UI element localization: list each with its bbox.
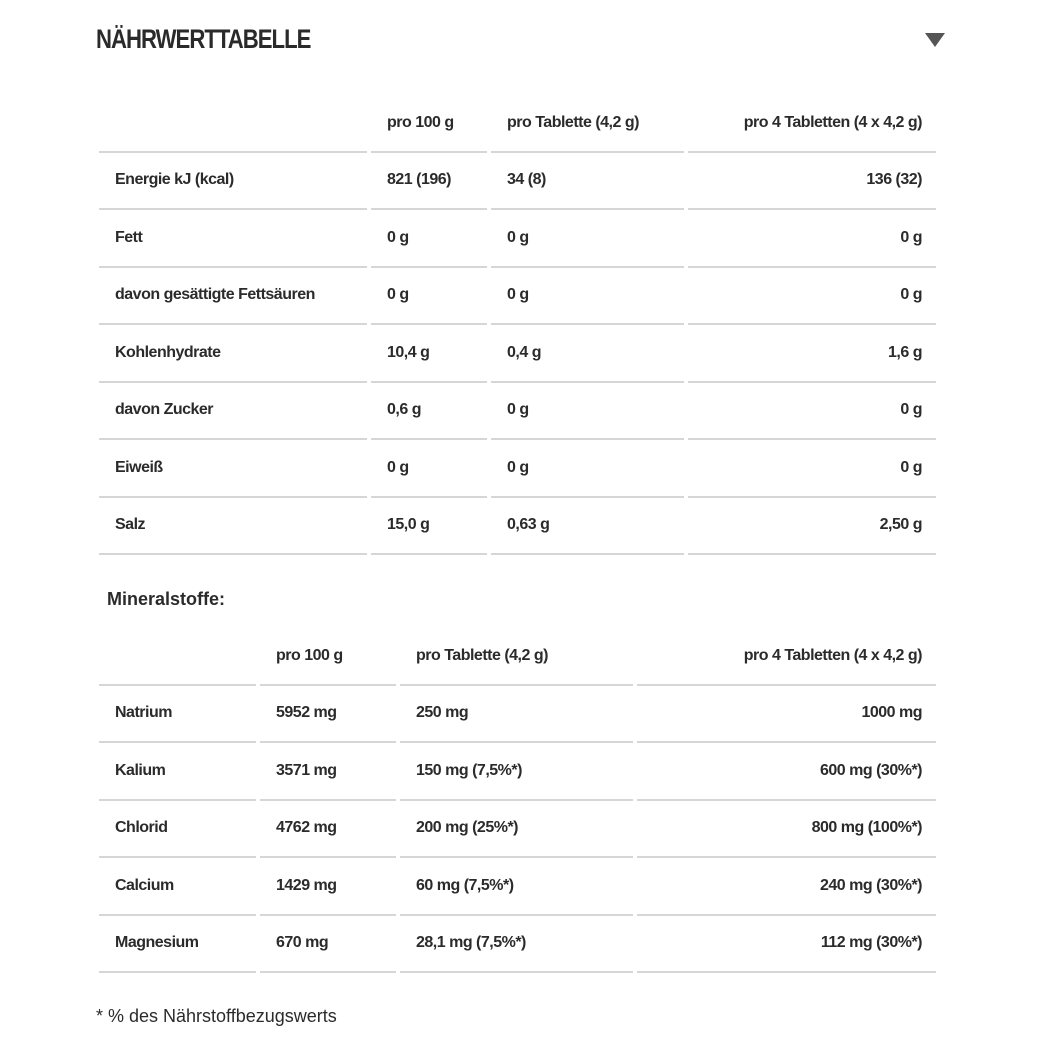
- table-row: Kalium 3571 mg 150 mg (7,5%*) 600 mg (30%*): [99, 743, 936, 801]
- table-cell: 0,4 g: [491, 325, 684, 383]
- table-cell: 0 g: [371, 440, 487, 498]
- table-cell: 2,50 g: [688, 498, 936, 555]
- minerals-title: Mineralstoffe:: [107, 589, 226, 609]
- column-header: pro Tablette (4,2 g): [400, 628, 633, 686]
- table-cell: 0 g: [688, 383, 936, 440]
- table-cell: 0,6 g: [371, 383, 487, 440]
- row-label: Kohlenhydrate: [99, 325, 367, 383]
- table-cell: 0 g: [491, 440, 684, 498]
- table-cell: 0 g: [688, 268, 936, 325]
- table-cell: 1429 mg: [260, 858, 396, 916]
- table-cell: 0 g: [491, 210, 684, 268]
- table-row: Energie kJ (kcal) 821 (196) 34 (8) 136 (32): [99, 153, 936, 210]
- triangle-down-icon[interactable]: [925, 33, 945, 47]
- row-label: Chlorid: [99, 801, 256, 858]
- table-cell: 0 g: [688, 210, 936, 268]
- column-header: [99, 628, 256, 686]
- row-label: Magnesium: [99, 916, 256, 973]
- table-cell: 150 mg (7,5%*): [400, 743, 633, 801]
- table-cell: 1000 mg: [637, 686, 936, 743]
- table-cell: 15,0 g: [371, 498, 487, 555]
- table-cell: 34 (8): [491, 153, 684, 210]
- row-label: Eiweiß: [99, 440, 367, 498]
- column-header: pro 100 g: [260, 628, 396, 686]
- table-header-row: pro 100 g pro Tablette (4,2 g) pro 4 Table…: [99, 628, 936, 686]
- table-cell: 0 g: [371, 210, 487, 268]
- table-cell: 0,63 g: [491, 498, 684, 555]
- table-row: Magnesium 670 mg 28,1 mg (7,5%*) 112 mg (30…: [99, 916, 936, 973]
- table-row: Calcium 1429 mg 60 mg (7,5%*) 240 mg (30%*): [99, 858, 936, 916]
- table-cell: 60 mg (7,5%*): [400, 858, 633, 916]
- table-cell: 3571 mg: [260, 743, 396, 801]
- table-cell: 112 mg (30%*): [637, 916, 936, 973]
- table-cell: 250 mg: [400, 686, 633, 743]
- table-cell: 0 g: [491, 268, 684, 325]
- row-label: Calcium: [99, 858, 256, 916]
- table-cell: 0 g: [491, 383, 684, 440]
- table-cell: 136 (32): [688, 153, 936, 210]
- table-cell: 10,4 g: [371, 325, 487, 383]
- row-label: Energie kJ (kcal): [99, 153, 367, 210]
- table-cell: 200 mg (25%*): [400, 801, 633, 858]
- row-label: Natrium: [99, 686, 256, 743]
- table-cell: 821 (196): [371, 153, 487, 210]
- table-cell: 28,1 mg (7,5%*): [400, 916, 633, 973]
- table-row: Salz 15,0 g 0,63 g 2,50 g: [99, 498, 936, 555]
- row-label: Fett: [99, 210, 367, 268]
- row-label: Salz: [99, 498, 367, 555]
- row-label: Kalium: [99, 743, 256, 801]
- page-title: NÄHRWERTTABELLE: [96, 24, 311, 54]
- table-cell: 600 mg (30%*): [637, 743, 936, 801]
- footnote: * % des Nährstoffbezugswerts: [96, 1006, 337, 1026]
- table-row: Chlorid 4762 mg 200 mg (25%*) 800 mg (100%*…: [99, 801, 936, 858]
- table-cell: 670 mg: [260, 916, 396, 973]
- table-cell: 1,6 g: [688, 325, 936, 383]
- table-header-row: pro 100 g pro Tablette (4,2 g) pro 4 Table…: [99, 95, 936, 153]
- column-header: pro 100 g: [371, 95, 487, 153]
- table-cell: 0 g: [688, 440, 936, 498]
- table-cell: 0 g: [371, 268, 487, 325]
- column-header: pro Tablette (4,2 g): [491, 95, 684, 153]
- row-label: davon gesättigte Fettsäuren: [99, 268, 367, 325]
- minerals-table: pro 100 g pro Tablette (4,2 g) pro 4 Table…: [95, 628, 940, 973]
- table-cell: 5952 mg: [260, 686, 396, 743]
- table-cell: 800 mg (100%*): [637, 801, 936, 858]
- table-row: Natrium 5952 mg 250 mg 1000 mg: [99, 686, 936, 743]
- column-header: [99, 95, 367, 153]
- column-header: pro 4 Tabletten (4 x 4,2 g): [688, 95, 936, 153]
- table-row: Kohlenhydrate 10,4 g 0,4 g 1,6 g: [99, 325, 936, 383]
- nutrition-table: pro 100 g pro Tablette (4,2 g) pro 4 Table…: [95, 95, 940, 555]
- table-cell: 240 mg (30%*): [637, 858, 936, 916]
- table-cell: 4762 mg: [260, 801, 396, 858]
- row-label: davon Zucker: [99, 383, 367, 440]
- column-header: pro 4 Tabletten (4 x 4,2 g): [637, 628, 936, 686]
